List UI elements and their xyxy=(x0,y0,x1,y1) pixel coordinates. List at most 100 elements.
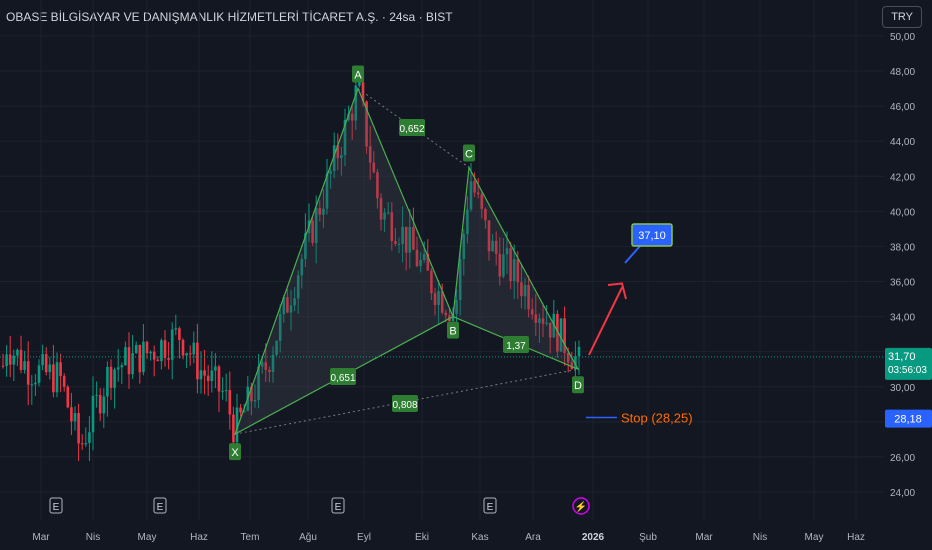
candle-body xyxy=(350,113,354,121)
target-label: 37,10 xyxy=(638,230,666,242)
candle-body xyxy=(415,249,419,267)
candle-body xyxy=(314,207,318,244)
candle-body xyxy=(404,226,408,253)
ratio-label: 0,808 xyxy=(392,400,417,411)
candle-body xyxy=(239,407,242,413)
ratio-label: 0,652 xyxy=(399,124,424,135)
candle-body xyxy=(354,85,358,121)
candle-body xyxy=(260,362,264,367)
candle-body xyxy=(444,312,448,316)
candle-body xyxy=(242,410,246,413)
lightning-event-label: ⚡ xyxy=(575,500,587,513)
candle-body xyxy=(311,220,314,244)
candle-body xyxy=(383,212,386,220)
candle-body xyxy=(232,414,235,443)
y-tick-label: 50,00 xyxy=(890,32,915,43)
y-tick-label: 38,00 xyxy=(890,242,915,253)
candle-body xyxy=(142,341,145,373)
y-tick-label: 48,00 xyxy=(890,67,915,78)
x-tick-label: Ara xyxy=(525,532,541,543)
candle-body xyxy=(62,376,66,387)
candle-body xyxy=(16,349,19,356)
candle-body xyxy=(84,443,88,445)
candle-body xyxy=(365,101,368,147)
candle-body xyxy=(484,208,487,221)
candle-body xyxy=(203,370,206,376)
ratio-label: 0,651 xyxy=(330,373,355,384)
candle-body xyxy=(250,386,253,402)
candle-body xyxy=(437,291,440,305)
stop-price-label: 28,18 xyxy=(894,414,922,426)
candle-body xyxy=(430,270,433,294)
pattern-point-C-label: C xyxy=(465,148,473,160)
y-tick-label: 44,00 xyxy=(890,137,915,148)
candle-body xyxy=(37,365,41,383)
candle-body xyxy=(509,248,512,281)
x-tick-label: Eki xyxy=(415,532,429,543)
candle-body xyxy=(491,240,494,252)
candle-body xyxy=(347,113,350,120)
pattern-point-B-badge xyxy=(447,321,459,339)
candle-body xyxy=(304,233,307,260)
y-tick-label: 26,00 xyxy=(890,453,915,464)
ratio-badge xyxy=(392,395,418,412)
x-tick-label: May xyxy=(805,532,824,543)
pattern-point-X-label: X xyxy=(231,447,239,459)
pattern-point-D-badge xyxy=(572,376,584,394)
candle-body xyxy=(52,364,55,393)
earnings-event-label: E xyxy=(335,502,342,513)
candle-body xyxy=(221,390,224,392)
y-tick-label: 46,00 xyxy=(890,102,915,113)
candle-body xyxy=(574,356,577,369)
candle-body xyxy=(113,369,116,388)
candle-body xyxy=(95,394,98,396)
candle-body xyxy=(318,207,322,215)
candle-body xyxy=(458,259,462,301)
candle-body xyxy=(394,240,397,244)
candle-body xyxy=(278,314,282,341)
candle-body xyxy=(466,209,469,235)
candle-body xyxy=(127,347,131,375)
stop-price-tag xyxy=(885,409,932,428)
ratio-badge xyxy=(399,119,425,136)
x-tick-label: Nis xyxy=(753,532,767,543)
candle-body xyxy=(124,347,127,366)
candle-body xyxy=(66,386,70,408)
candle-body xyxy=(199,370,203,380)
candle-body xyxy=(401,226,404,244)
candle-body xyxy=(545,322,548,324)
candle-body xyxy=(487,220,491,252)
candle-body xyxy=(131,353,134,375)
candle-body xyxy=(296,275,300,299)
candle-body xyxy=(156,359,160,362)
earnings-event-label: E xyxy=(487,502,494,513)
earnings-event-icon xyxy=(153,497,167,514)
y-tick-label: 30,00 xyxy=(890,383,915,394)
candle-body xyxy=(106,366,109,397)
candle-body xyxy=(116,367,120,370)
candle-body xyxy=(167,357,170,360)
candle-body xyxy=(178,328,181,340)
candle-body xyxy=(534,314,538,323)
candle-body xyxy=(480,194,484,209)
stop-level: Stop (28,25) xyxy=(586,410,693,425)
candle-body xyxy=(329,171,332,174)
candle-body xyxy=(512,259,516,281)
candle-body xyxy=(548,322,552,338)
currency-button[interactable]: TRY xyxy=(882,6,922,28)
candle-body xyxy=(206,375,210,382)
candle-body xyxy=(160,340,163,362)
candle-body xyxy=(55,362,59,393)
candle-body xyxy=(120,365,124,368)
ratio-badge xyxy=(330,368,356,385)
candle-body xyxy=(264,362,268,371)
x-tick-label: Haz xyxy=(190,532,208,543)
candle-body xyxy=(502,254,505,277)
candle-body xyxy=(70,407,73,422)
candle-body xyxy=(520,282,523,297)
candle-body xyxy=(73,413,77,422)
candle-body xyxy=(30,384,34,386)
candle-body xyxy=(210,370,214,382)
last-price-label: 31,70 xyxy=(888,351,916,363)
